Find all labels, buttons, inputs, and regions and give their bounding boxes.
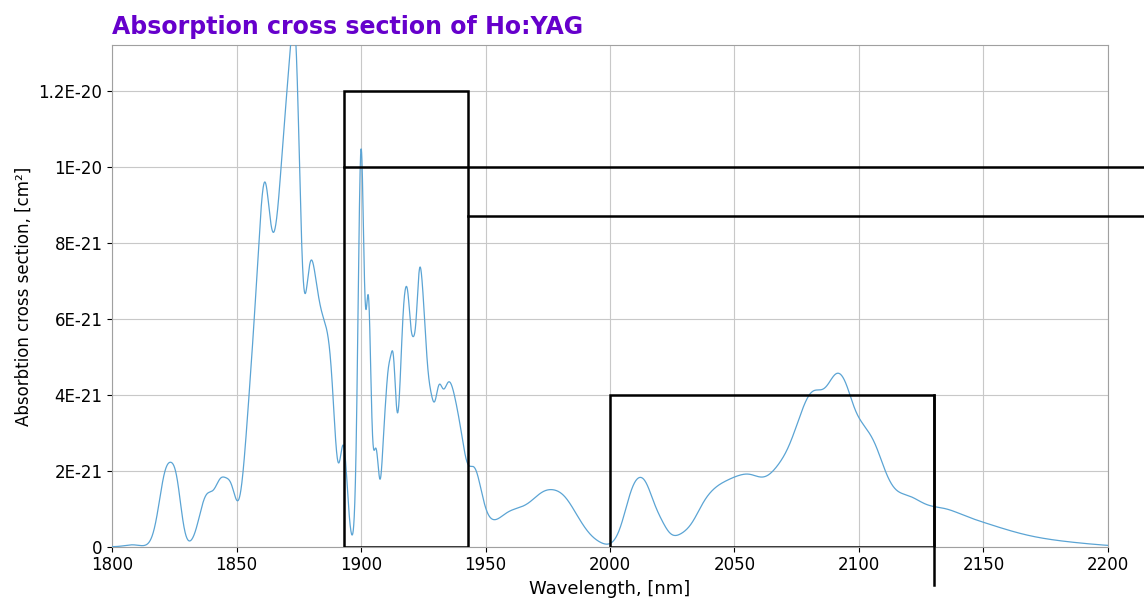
Text: Absorption cross section of Ho:YAG: Absorption cross section of Ho:YAG [112,15,583,39]
Y-axis label: Absorbtion cross section, [cm²]: Absorbtion cross section, [cm²] [15,166,33,425]
Bar [343,91,468,547]
Bar [610,395,934,547]
X-axis label: Wavelength, [nm]: Wavelength, [nm] [530,580,691,598]
